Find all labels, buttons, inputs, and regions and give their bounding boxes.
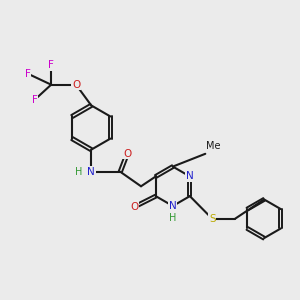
Text: N: N [186,171,194,182]
Text: F: F [48,60,54,70]
Text: O: O [130,202,138,212]
Text: O: O [123,149,131,159]
Text: H: H [169,213,176,223]
Text: F: F [32,95,38,105]
Text: Me: Me [206,141,220,151]
Text: H: H [75,167,82,177]
Text: N: N [87,167,95,177]
Text: F: F [25,69,31,79]
Text: O: O [72,80,80,90]
Text: S: S [209,214,215,224]
Text: N: N [169,201,177,211]
